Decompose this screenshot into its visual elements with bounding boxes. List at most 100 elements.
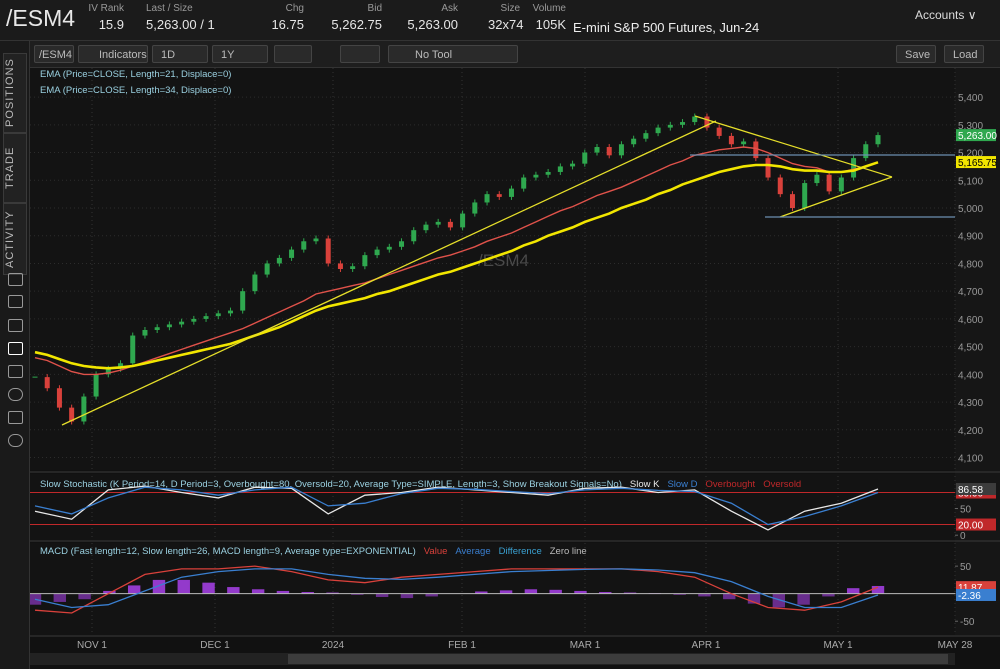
histogram-bar [549,589,562,594]
quote-field: Bid 5,262.75 [318,3,382,32]
icon[interactable] [8,273,23,286]
y-tick-label: 50 [960,505,972,516]
side-tab[interactable]: TRADE [3,133,27,203]
price-tag-label: 5,263.00 [958,131,997,142]
histogram-bar [351,593,364,595]
candle [435,221,441,225]
histogram-bar [599,592,612,594]
candle [496,194,502,197]
candle [264,263,270,275]
load-button[interactable]: Load [944,45,984,63]
candle [227,310,233,314]
histogram-bar [301,592,314,594]
scrollbar-thumb[interactable] [288,654,948,664]
candle [545,171,551,175]
side-tab[interactable]: POSITIONS [3,53,27,133]
histogram-bar [499,590,513,594]
icon[interactable] [8,342,23,355]
candle [472,202,478,214]
quote-field: IV Rank 15.9 [88,3,124,32]
candle [582,152,588,164]
candle [118,363,124,369]
candle [728,135,734,145]
watermark: /ESM4 [478,251,529,270]
y-tick-label: 4,200 [958,426,983,437]
candle [313,238,319,242]
indicator-line [34,486,879,526]
y-tick-label: 5,400 [958,93,983,104]
save-button[interactable]: Save [896,45,936,63]
legend-entry: Slow K [630,479,660,490]
indicator-line [34,568,879,609]
candle [814,174,820,184]
side-tab[interactable]: ACTIVITY [3,203,27,275]
time-tick-label: APR 1 [692,640,721,651]
candle [386,246,392,250]
y-tick-label: 5,300 [958,121,983,132]
trendline [779,176,893,218]
quote-label: Chg [285,3,304,14]
histogram-bar [797,593,810,605]
range-select[interactable]: 1Y [212,45,268,63]
aggregation-select[interactable]: 1D [152,45,208,63]
time-tick-label: NOV 1 [77,640,107,651]
indicator-line [34,565,879,614]
tool-select[interactable]: No Tool [388,45,518,63]
candle [826,174,832,192]
stochastic-panel [30,474,955,540]
quote-label: Bid [367,3,382,14]
candle [142,329,148,336]
icon[interactable] [8,388,23,401]
style-select[interactable] [274,45,312,63]
candle [533,174,539,178]
time-tick-label: DEC 1 [200,640,230,651]
candle [631,138,637,145]
y-tick-label: 4,500 [958,343,983,354]
description: E-mini S&P 500 Futures, Jun-24 [573,20,760,35]
candle [374,249,380,256]
price-tag-label: 86.58 [958,485,983,496]
y-tick-label: 4,400 [958,370,983,381]
candle [789,194,795,209]
candle [289,249,295,258]
candle [130,335,136,364]
price-tag-label: 20.00 [958,521,983,532]
drawings [61,115,955,426]
price-tag-label: 11.87 [958,583,983,594]
drawing-select[interactable] [340,45,380,63]
accounts-label[interactable]: Accounts [915,8,965,22]
candle [166,324,172,328]
accounts-menu[interactable]: Accounts ∨ [915,8,977,22]
candle [337,263,343,269]
icon[interactable] [8,365,23,378]
icon[interactable] [8,319,23,332]
y-tick-label: 5,000 [958,204,983,215]
y-tick-label: 4,700 [958,287,983,298]
candle [215,313,221,317]
candle [692,116,698,123]
candle [240,291,246,311]
icon[interactable] [8,295,23,308]
icon[interactable] [8,434,23,447]
price-tag [956,483,996,496]
legend-entry: Oversold [763,479,801,490]
candle [863,144,869,159]
histogram-bar [53,593,66,602]
quote-value: 32x74 [488,17,524,32]
candle [838,177,844,192]
symbol: /ESM4 [6,5,76,31]
candle [741,141,747,145]
price-tag [956,156,996,169]
histogram-bar [251,589,265,594]
candle [521,177,527,189]
histogram-bar [127,585,141,594]
symbol-box[interactable]: /ESM4 [34,45,74,63]
candle [594,147,600,153]
price-tag [956,129,996,142]
icon[interactable] [8,411,23,424]
candle [362,255,368,267]
indicators-button[interactable]: Indicators [78,45,148,63]
histogram-bar [326,592,339,594]
